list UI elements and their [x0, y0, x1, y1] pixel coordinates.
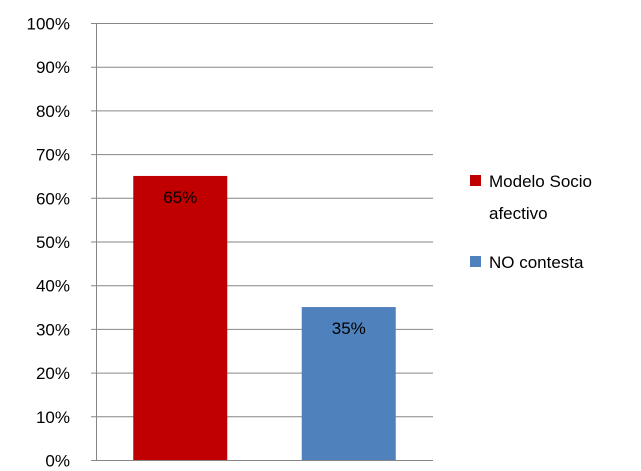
legend-label: afectivo	[489, 204, 548, 223]
data-label: 35%	[332, 319, 366, 338]
legend-swatch	[470, 175, 481, 186]
legend-swatch	[470, 256, 481, 267]
bar-2	[301, 307, 396, 460]
y-tick-label: 60%	[36, 189, 70, 208]
y-tick-label: 80%	[36, 102, 70, 121]
y-tick-label: 70%	[36, 146, 70, 165]
y-tick-label: 40%	[36, 277, 70, 296]
y-tick-label: 30%	[36, 320, 70, 339]
data-labels: 65% 35%	[163, 188, 366, 338]
y-tick-label: 90%	[36, 58, 70, 77]
legend-label: Modelo Socio	[489, 172, 592, 191]
legend: Modelo Socio afectivo NO contesta	[470, 172, 592, 272]
y-tick-label: 50%	[36, 233, 70, 252]
data-label: 65%	[163, 188, 197, 207]
y-tick-label: 0%	[45, 452, 70, 471]
y-axis-tick-labels: 0% 10% 20% 30% 40% 50% 60% 70% 80% 90% 100%	[27, 15, 70, 471]
legend-label: NO contesta	[489, 253, 584, 272]
y-tick-label: 100%	[27, 15, 70, 34]
bars	[133, 175, 396, 460]
y-tick-label: 20%	[36, 364, 70, 383]
bar-1	[133, 175, 228, 460]
y-tick-label: 10%	[36, 408, 70, 427]
